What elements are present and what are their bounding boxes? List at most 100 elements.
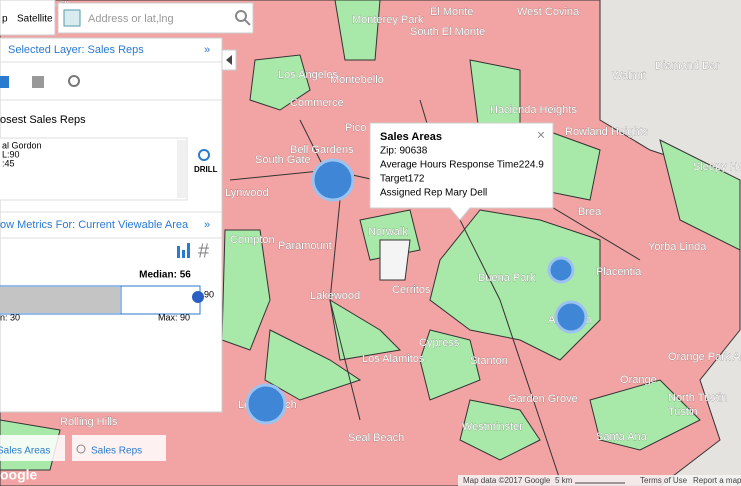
attribution: Map data ©2017 Google xyxy=(463,476,551,485)
panel-toggle-arrow xyxy=(226,55,232,65)
green-territory[interactable] xyxy=(249,54,311,111)
place-label: Garden Grove xyxy=(508,393,578,405)
layer-tab[interactable] xyxy=(0,435,65,461)
chart-icon[interactable] xyxy=(177,246,180,258)
side-panel: Selected Layer: Sales Reps » osest Sales… xyxy=(0,37,237,413)
place-label: Westminster xyxy=(462,421,523,433)
place-label: Rowland Heights xyxy=(565,126,649,138)
rep-list[interactable] xyxy=(0,137,188,201)
place-label: Los Angeles xyxy=(278,69,338,81)
drill-label[interactable]: DRILL xyxy=(194,165,218,174)
place-label: Compton xyxy=(230,234,275,246)
max-label: Max: 90 xyxy=(158,312,190,322)
layer-tab-label[interactable]: Sales Reps xyxy=(91,446,142,457)
slider-handle[interactable] xyxy=(192,291,204,303)
tab-icon[interactable] xyxy=(0,76,9,88)
rep-line: L:90 xyxy=(2,149,20,159)
rep-marker[interactable] xyxy=(245,383,287,425)
place-label: Hacienda Heights xyxy=(490,104,577,116)
green-territory[interactable] xyxy=(419,329,481,401)
place-label: Lakewood xyxy=(310,290,360,302)
search-icon xyxy=(244,19,251,26)
place-label: Seal Beach xyxy=(348,432,404,444)
collapse-icon[interactable]: » xyxy=(204,219,210,231)
rep-line: al Gordon xyxy=(2,140,42,150)
place-label: Walnut xyxy=(612,70,646,82)
place-label: Sleepy Hollow xyxy=(693,161,741,173)
map-type-satellite[interactable]: Satellite xyxy=(17,14,53,25)
slider-fill xyxy=(0,287,120,313)
green-territory[interactable] xyxy=(659,139,741,251)
chart-icon xyxy=(187,243,190,258)
layer-tab-label[interactable]: Sales Areas xyxy=(0,446,50,457)
place-label: South El Monte xyxy=(410,26,485,38)
place-label: Cerritos xyxy=(392,284,431,296)
green-territory[interactable] xyxy=(329,299,402,361)
drill-icon[interactable] xyxy=(198,149,210,161)
unassigned-area xyxy=(379,239,411,281)
place-label: Rolling Hills xyxy=(60,416,118,428)
footer-bar xyxy=(458,475,741,486)
border xyxy=(299,119,361,421)
collapse-icon[interactable]: » xyxy=(204,44,210,56)
place-label: Brea xyxy=(578,206,602,218)
slider-value: 90 xyxy=(204,289,214,299)
rep-marker[interactable] xyxy=(554,300,588,334)
place-label: North Tustin xyxy=(668,392,727,404)
place-label: Paramount xyxy=(278,240,332,252)
place-label: Tustin xyxy=(668,406,698,418)
place-label: Montebello xyxy=(330,74,384,86)
tab-icon[interactable] xyxy=(32,76,44,88)
place-label: Diamond Bar xyxy=(655,60,720,72)
place-label: Bell Gardens xyxy=(290,144,354,156)
panel-metrics[interactable]: ow Metrics For: Current Viewable Area xyxy=(0,219,189,231)
panel-section: osest Sales Reps xyxy=(0,114,86,126)
median-label: Median: 56 xyxy=(139,270,191,281)
green-territory[interactable] xyxy=(589,379,701,451)
place-label: Buena Park xyxy=(478,272,536,284)
popup-line: Average Hours Response Time224.9 xyxy=(380,160,544,171)
map-controls: p Satellite Address or lat,lng xyxy=(0,0,254,36)
rep-line: :45 xyxy=(2,158,15,168)
green-territory[interactable] xyxy=(334,0,381,61)
google-logo: oogle xyxy=(0,467,38,483)
place-label: El Monte xyxy=(430,6,473,18)
popup-close[interactable]: × xyxy=(537,127,545,143)
search-box[interactable] xyxy=(57,2,254,34)
green-territory[interactable] xyxy=(264,329,362,401)
place-label: Santa Ana xyxy=(596,431,648,443)
scale-label: 5 km xyxy=(555,476,573,485)
report[interactable]: Report a map xyxy=(693,476,741,485)
place-label: Lynwood xyxy=(225,187,269,199)
rep-markers xyxy=(245,158,588,425)
rep-marker[interactable] xyxy=(547,256,575,284)
chart-icon xyxy=(182,250,185,258)
map-type-bar xyxy=(0,0,56,36)
place-label: Placentia xyxy=(596,266,642,278)
popup-line: Zip: 90638 xyxy=(380,146,428,157)
place-label: South Gate xyxy=(255,154,311,166)
popup-box xyxy=(369,122,554,221)
place-label: Cypress xyxy=(419,337,460,349)
place-label: Yorba Linda xyxy=(648,241,707,253)
pin-icon xyxy=(76,444,86,454)
place-label: West Covina xyxy=(517,6,580,18)
green-territory[interactable] xyxy=(459,399,541,461)
place-label: Orange Park Acres xyxy=(668,351,741,363)
search-icon[interactable] xyxy=(235,10,247,22)
number-icon[interactable]: # xyxy=(198,240,210,262)
layers-icon[interactable] xyxy=(63,9,81,27)
map-type-map[interactable]: p xyxy=(2,14,8,25)
place-label: Norwalk xyxy=(368,226,408,238)
info-popup: Sales Areas × Zip: 90638 Average Hours R… xyxy=(369,122,554,221)
panel-layer[interactable]: Selected Layer: Sales Reps xyxy=(8,44,144,56)
tab-icon[interactable] xyxy=(68,75,80,87)
place-label: Commerce xyxy=(290,97,344,109)
layer-tab[interactable] xyxy=(72,435,166,461)
terms[interactable]: Terms of Use xyxy=(640,476,688,485)
scrollbar[interactable] xyxy=(177,140,186,198)
place-label: Stanton xyxy=(470,355,508,367)
rep-marker[interactable] xyxy=(311,158,355,202)
